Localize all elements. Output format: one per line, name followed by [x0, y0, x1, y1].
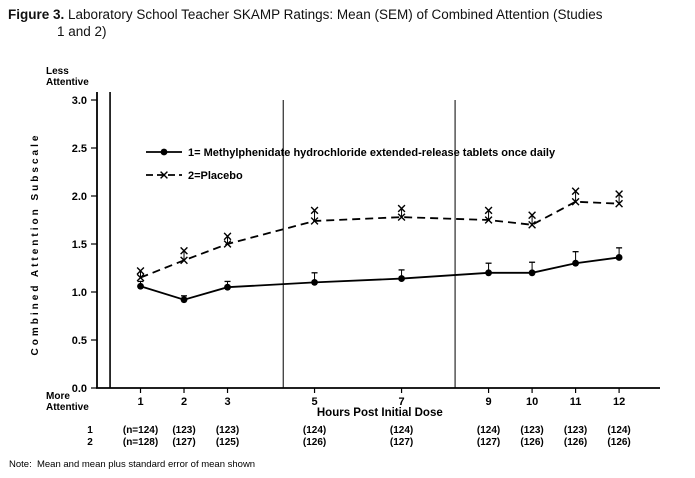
x-tick-label: 11 [570, 396, 582, 408]
x-tick-label: 3 [224, 396, 230, 408]
mean-marker-x [484, 216, 493, 224]
y-tick-label: 2.0 [72, 191, 87, 203]
sem-marker-x [397, 204, 406, 213]
n-value: (124) [390, 425, 413, 436]
series-2 [136, 187, 623, 282]
n-value: (123) [564, 425, 587, 436]
y-tick-label: 3.0 [72, 95, 87, 107]
n-value: (125) [216, 437, 239, 448]
less-attentive-label: Less [46, 66, 69, 77]
y-tick-label: 1.5 [72, 239, 87, 251]
axes [96, 92, 660, 389]
legend: 1= Methylphenidate hydrochloride extende… [146, 147, 556, 182]
n-value: (n=124) [123, 425, 158, 436]
session-dividers [109, 92, 456, 388]
n-value: (126) [607, 437, 630, 448]
y-axis-ticks: 3.0 2.5 2.0 1.5 1.0 0.5 0.0 [72, 95, 97, 395]
mean-marker-circle [137, 282, 144, 290]
sem-marker-x [571, 187, 580, 196]
legend-label-mph: 1= Methylphenidate hydrochloride extende… [188, 147, 556, 159]
figure-title-line1: Laboratory School Teacher SKAMP Ratings:… [68, 7, 603, 22]
mean-marker-circle [180, 296, 188, 304]
series-2-line [140, 200, 620, 279]
x-tick-label: 10 [526, 396, 538, 408]
sem-marker-x [615, 190, 623, 198]
n-value: (126) [303, 437, 326, 448]
n-row-label: 2 [87, 437, 93, 448]
sem-marker-x [180, 246, 188, 255]
n-value: (127) [172, 437, 195, 448]
n-value: (126) [520, 437, 543, 448]
n-row-label: 1 [87, 425, 93, 436]
mean-marker-x [136, 273, 145, 282]
n-value: (127) [390, 437, 413, 448]
mean-marker-circle [572, 259, 579, 267]
x-tick-label: 12 [613, 396, 625, 408]
more-attentive-label: Attentive [46, 402, 89, 413]
sem-marker-x [484, 206, 493, 215]
mean-marker-x [528, 220, 536, 229]
series-1-line [140, 256, 620, 301]
mean-marker-x [571, 197, 580, 206]
mean-marker-x [180, 256, 188, 265]
n-value: (124) [477, 425, 500, 436]
sem-marker-x [223, 232, 232, 241]
mean-marker-circle [311, 279, 318, 286]
n-value: (123) [520, 425, 543, 436]
y-tick-label: 0.0 [72, 383, 87, 395]
mean-marker-x [397, 213, 406, 222]
series-1 [137, 247, 623, 304]
legend-label-placebo: 2=Placebo [188, 170, 243, 182]
mean-marker-circle [398, 275, 405, 282]
figure-note: Note: Mean and mean plus standard error … [9, 459, 256, 470]
sem-marker-x [310, 206, 319, 215]
mean-marker-circle [615, 254, 623, 261]
x-axis-ticks: 1 2 3 5 7 9 10 11 12 [137, 388, 625, 408]
mean-marker-x [615, 199, 623, 208]
legend-x-marker [160, 171, 168, 179]
x-tick-label: 2 [181, 396, 187, 408]
x-tick-label: 1 [137, 396, 143, 408]
n-value: (123) [172, 425, 195, 436]
n-value: (124) [607, 425, 630, 436]
figure-title-line2: 1 and 2) [57, 24, 107, 39]
sem-marker-x [528, 211, 536, 220]
mean-marker-x [310, 217, 319, 225]
n-table: 1 (n=124) (123) (123) (124) (124) (124) (123) (1… [87, 425, 631, 448]
legend-circle-marker [160, 148, 168, 156]
n-value: (126) [564, 437, 587, 448]
y-axis-title: Combined Attention Subscale [30, 133, 41, 356]
n-value: (123) [216, 425, 239, 436]
less-attentive-label: Attentive [46, 77, 89, 88]
x-tick-label: 5 [311, 396, 317, 408]
figure-caption: Figure 3. Laboratory School Teacher SKAM… [8, 6, 690, 40]
mean-marker-circle [485, 269, 492, 277]
sem-marker-x [136, 266, 145, 275]
figure-number: Figure 3. [8, 7, 65, 22]
mean-marker-circle [528, 269, 536, 277]
x-tick-label: 9 [486, 396, 492, 408]
n-value: (127) [477, 437, 500, 448]
y-tick-label: 0.5 [72, 335, 87, 347]
more-attentive-label: More [46, 391, 70, 402]
n-value: (124) [303, 425, 326, 436]
mean-marker-x [223, 240, 232, 248]
n-value: (n=128) [123, 437, 158, 448]
x-axis-title: Hours Post Initial Dose [317, 407, 443, 419]
y-tick-label: 1.0 [72, 287, 87, 299]
x-tick-label: 7 [398, 396, 404, 408]
mean-marker-circle [224, 283, 231, 291]
y-tick-label: 2.5 [72, 143, 87, 155]
